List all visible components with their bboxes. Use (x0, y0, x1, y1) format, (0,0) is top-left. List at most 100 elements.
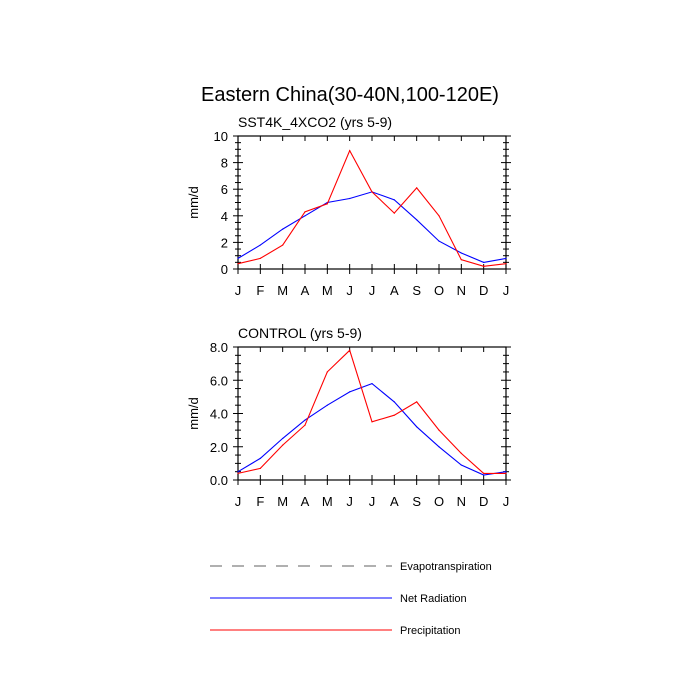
x-tick-label: F (256, 283, 264, 298)
y-tick-label: 8.0 (210, 340, 228, 355)
y-tick-label: 2.0 (210, 440, 228, 455)
data-point-net-radiation (259, 244, 261, 246)
data-point-precipitation (304, 211, 306, 213)
data-point-net-radiation (259, 457, 261, 459)
x-tick-label: A (390, 494, 399, 509)
series-line-precipitation (237, 149, 507, 267)
data-point-precipitation (349, 150, 351, 152)
y-tick-label: 4.0 (210, 407, 228, 422)
x-tick-label: J (369, 283, 376, 298)
data-point-net-radiation (460, 464, 462, 466)
data-point-precipitation (483, 265, 485, 267)
y-axis-label: mm/d (186, 397, 201, 430)
data-point-net-radiation (483, 261, 485, 263)
series-line-precipitation (237, 349, 506, 474)
x-tick-label: J (235, 283, 242, 298)
data-point-precipitation (259, 257, 261, 259)
y-tick-label: 0 (221, 262, 228, 277)
data-point-net-radiation (282, 228, 284, 230)
y-tick-label: 2 (221, 235, 228, 250)
data-point-precipitation (505, 472, 507, 474)
data-point-net-radiation (438, 446, 440, 448)
data-point-net-radiation (304, 419, 306, 421)
x-tick-label: J (346, 494, 353, 509)
y-tick-label: 8 (221, 156, 228, 171)
data-point-precipitation (237, 263, 239, 265)
y-tick-label: 0.0 (210, 473, 228, 488)
data-point-precipitation (438, 215, 440, 217)
data-point-net-radiation (371, 382, 373, 385)
data-point-precipitation (326, 203, 328, 205)
data-point-net-radiation (326, 404, 328, 406)
legend: Evapotranspiration Net Radiation Precipi… (210, 561, 492, 637)
data-point-net-radiation (237, 471, 239, 473)
data-point-net-radiation (393, 199, 395, 201)
x-tick-label: A (301, 283, 310, 298)
panel-title: CONTROL (yrs 5-9) (238, 325, 362, 341)
series-line-net-radiation (237, 382, 507, 476)
series-line-net-radiation (237, 191, 507, 263)
x-tick-label: A (301, 494, 310, 509)
data-point-precipitation (259, 467, 261, 469)
data-point-precipitation (282, 244, 284, 246)
data-point-precipitation (326, 371, 328, 373)
x-tick-label: D (479, 283, 488, 298)
data-point-net-radiation (349, 197, 351, 200)
x-tick-label: M (322, 283, 333, 298)
data-point-net-radiation (304, 215, 306, 217)
data-point-precipitation (371, 191, 373, 193)
data-point-precipitation (349, 349, 351, 351)
y-tick-label: 6.0 (210, 373, 228, 388)
data-point-net-radiation (438, 240, 440, 242)
data-point-precipitation (304, 424, 306, 426)
plot-frame (237, 135, 507, 270)
x-tick-label: J (503, 494, 510, 509)
panel-sst4k-4xco2: SST4K_4XCO2 (yrs 5-9)J F M A M J J A S O N D J024681… (186, 114, 511, 298)
x-tick-label: S (412, 283, 421, 298)
data-point-net-radiation (505, 257, 507, 259)
x-tick-label: N (457, 283, 466, 298)
data-point-precipitation (393, 414, 395, 416)
data-point-precipitation (416, 187, 418, 189)
x-tick-label: M (277, 283, 288, 298)
legend-label-precipitation: Precipitation (400, 625, 461, 637)
data-point-net-radiation (416, 219, 418, 221)
data-point-precipitation (505, 263, 507, 265)
data-point-net-radiation (282, 437, 284, 440)
x-tick-label: D (479, 494, 488, 509)
data-point-net-radiation (237, 257, 239, 259)
data-point-precipitation (282, 444, 284, 446)
x-tick-label: O (434, 494, 444, 509)
plot-frame (237, 346, 507, 481)
panel-title: SST4K_4XCO2 (yrs 5-9) (238, 114, 392, 130)
y-axis-label: mm/d (186, 186, 201, 219)
data-point-precipitation (460, 452, 462, 454)
data-point-precipitation (237, 472, 239, 474)
x-tick-label: N (457, 494, 466, 509)
x-tick-label: M (277, 494, 288, 509)
panel-control: CONTROL (yrs 5-9)J F M A M J J A S O N D J0.02.04.06… (186, 325, 511, 509)
figure-title: Eastern China(30-40N,100-120E) (201, 84, 499, 106)
data-point-net-radiation (393, 401, 395, 403)
data-point-precipitation (371, 421, 373, 423)
data-point-net-radiation (483, 474, 485, 476)
x-tick-label: J (369, 494, 376, 509)
x-tick-label: J (346, 283, 353, 298)
data-point-net-radiation (416, 426, 418, 428)
data-point-precipitation (393, 212, 395, 214)
data-point-net-radiation (349, 391, 351, 393)
y-tick-label: 4 (221, 209, 228, 224)
x-tick-label: M (322, 494, 333, 509)
x-tick-label: S (412, 494, 421, 509)
data-point-precipitation (438, 429, 440, 431)
legend-label-evapotranspiration: Evapotranspiration (400, 561, 492, 573)
data-point-precipitation (416, 401, 418, 403)
data-point-net-radiation (505, 471, 507, 473)
data-point-net-radiation (460, 252, 462, 254)
y-tick-label: 10 (214, 129, 228, 144)
legend-label-net-radiation: Net Radiation (400, 593, 467, 605)
x-tick-label: A (390, 283, 399, 298)
y-tick-label: 6 (221, 182, 228, 197)
x-tick-label: F (256, 494, 264, 509)
